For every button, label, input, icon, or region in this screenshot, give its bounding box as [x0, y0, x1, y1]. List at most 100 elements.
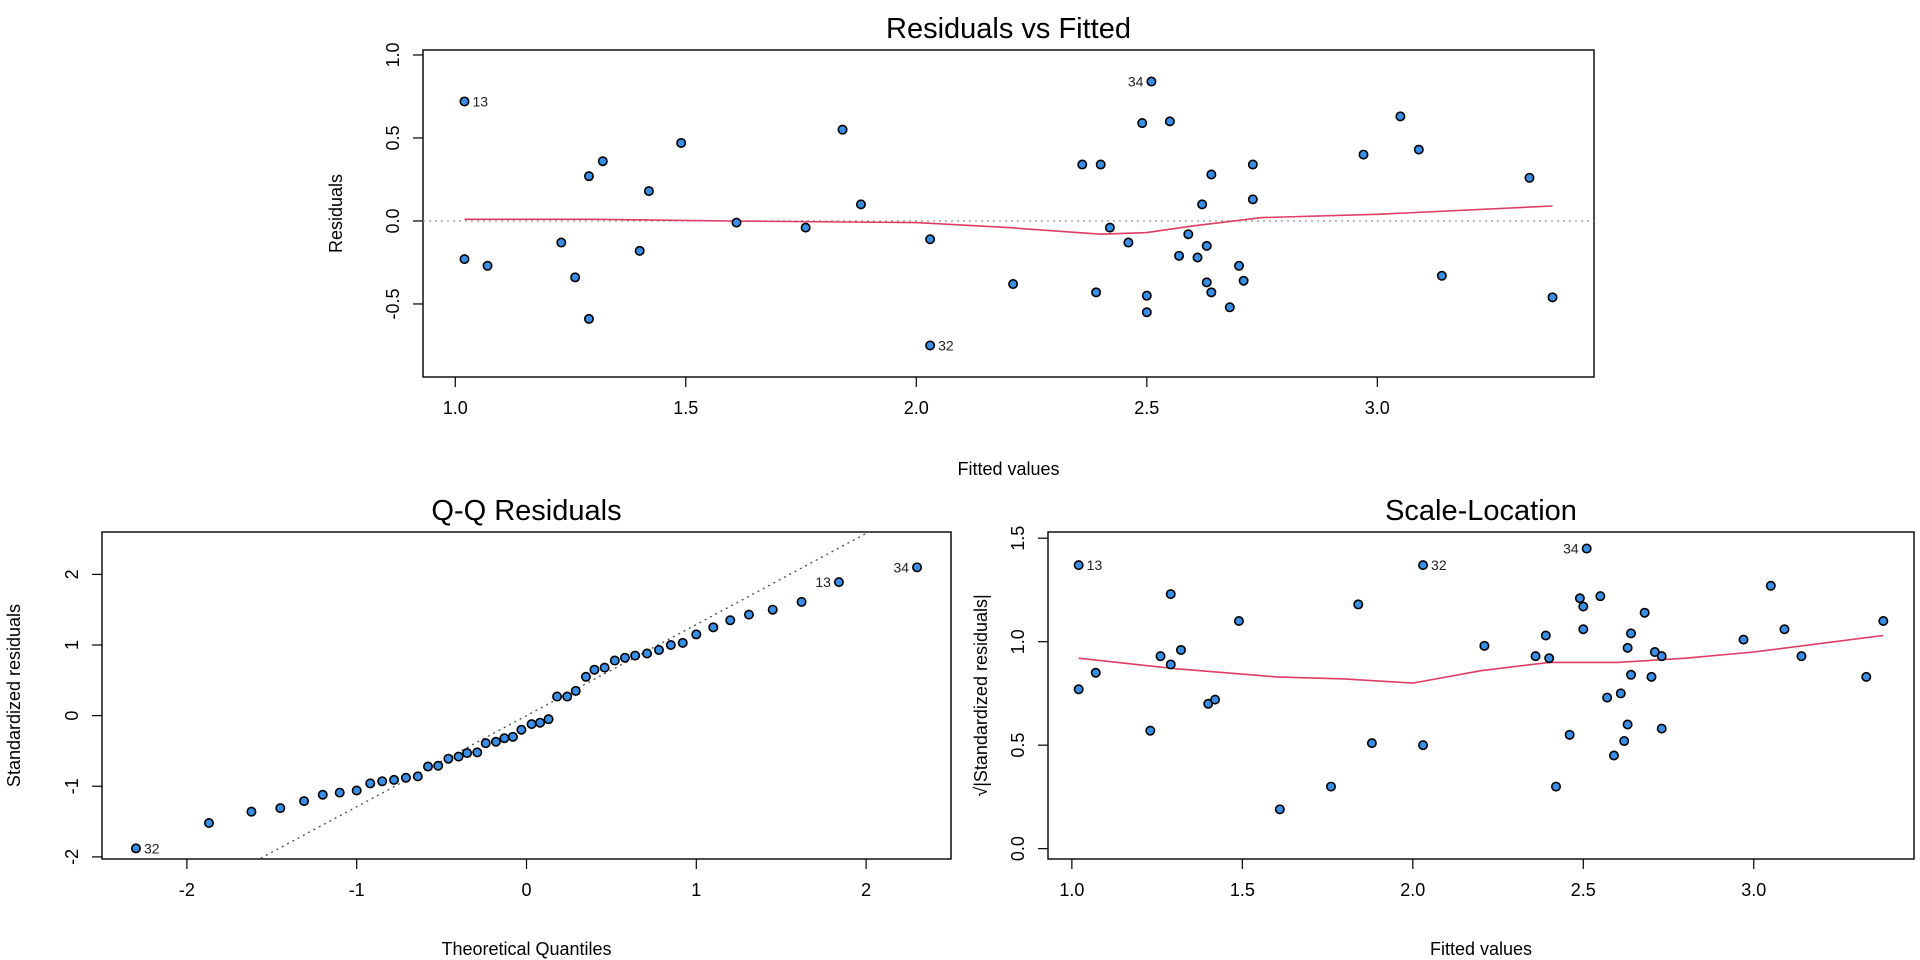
data-point — [203, 817, 214, 828]
data-point — [1395, 111, 1406, 122]
data-point — [925, 340, 936, 351]
data-point — [1619, 736, 1630, 747]
data-point — [1175, 644, 1186, 655]
data-point — [400, 772, 411, 783]
data-point — [459, 254, 470, 265]
data-point — [1210, 694, 1221, 705]
data-point — [389, 774, 400, 785]
data-point — [1530, 651, 1541, 662]
data-point — [1779, 624, 1790, 635]
x-tick-label: 2.5 — [1571, 880, 1596, 900]
data-point — [1578, 601, 1589, 612]
data-point — [1274, 804, 1285, 815]
data-point — [583, 313, 594, 324]
data-point — [526, 719, 537, 730]
data-point — [1174, 250, 1185, 261]
data-point — [731, 217, 742, 228]
data-point — [480, 738, 491, 749]
y-tick-label: 1.0 — [383, 42, 403, 67]
smooth-trend-line — [1078, 634, 1884, 684]
data-point — [1233, 615, 1244, 626]
data-point — [1183, 229, 1194, 240]
data-point — [1564, 729, 1575, 740]
data-point — [1524, 172, 1535, 183]
data-point — [1095, 159, 1106, 170]
y-tick-label: 0.0 — [383, 208, 403, 233]
data-point — [317, 789, 328, 800]
point-label: 13 — [472, 93, 488, 109]
data-point — [507, 731, 518, 742]
data-point — [1551, 781, 1562, 792]
data-point — [1366, 738, 1377, 749]
point-label: 32 — [938, 337, 954, 353]
y-tick-label: 0.5 — [1008, 733, 1028, 758]
x-tick-label: -1 — [349, 880, 365, 900]
x-axis-label: Fitted values — [957, 459, 1059, 479]
data-point — [1073, 560, 1084, 571]
data-point — [1073, 684, 1084, 695]
data-point — [1602, 692, 1613, 703]
point-label: 32 — [1431, 557, 1447, 573]
data-point — [691, 629, 702, 640]
data-point — [433, 760, 444, 771]
data-point — [767, 604, 778, 615]
data-point — [1141, 307, 1152, 318]
data-point — [453, 751, 464, 762]
chart-title: Scale-Location — [1385, 495, 1577, 527]
plot-frame — [422, 49, 1595, 378]
data-point — [677, 637, 688, 648]
data-point — [1146, 76, 1157, 87]
y-tick-label: -2 — [62, 849, 82, 865]
y-tick-label: 1.0 — [1008, 629, 1028, 654]
data-point — [1622, 642, 1633, 653]
data-point — [1595, 591, 1606, 602]
data-point — [589, 664, 600, 675]
x-tick-label: 3.0 — [1741, 880, 1766, 900]
chart-title: Residuals vs Fitted — [886, 13, 1131, 45]
data-point — [833, 577, 844, 588]
data-point — [1077, 159, 1088, 170]
data-point — [1418, 560, 1429, 571]
data-point — [1123, 237, 1134, 248]
x-tick-label: 1.0 — [443, 398, 468, 418]
data-point — [1418, 740, 1429, 751]
x-tick-label: 1.5 — [1230, 880, 1255, 900]
data-point — [462, 748, 473, 759]
x-axis-label: Theoretical Quantiles — [441, 939, 611, 959]
data-point — [653, 644, 664, 655]
data-point — [1206, 169, 1217, 180]
data-point — [275, 803, 286, 814]
data-point — [743, 609, 754, 620]
y-tick-label: 0.0 — [1008, 836, 1028, 861]
data-point — [1141, 290, 1152, 301]
data-point — [1765, 580, 1776, 591]
data-point — [1626, 628, 1637, 639]
data-point — [1206, 287, 1217, 298]
data-point — [130, 843, 141, 854]
data-point — [1547, 292, 1558, 303]
data-point — [1091, 287, 1102, 298]
data-point — [1615, 688, 1626, 699]
data-point — [1247, 194, 1258, 205]
point-label: 34 — [1563, 541, 1579, 557]
data-point — [725, 615, 736, 626]
point-label: 13 — [815, 574, 831, 590]
data-point — [1201, 277, 1212, 288]
data-point — [1090, 667, 1101, 678]
data-point — [1197, 199, 1208, 210]
y-axis-label: Standardized residuals — [4, 604, 24, 787]
point-label: 34 — [893, 559, 909, 575]
smooth-trend-line — [464, 205, 1553, 236]
y-tick-label: 0 — [62, 711, 82, 721]
data-point — [1646, 671, 1657, 682]
data-point — [925, 234, 936, 245]
data-point — [1544, 653, 1555, 664]
data-point — [1137, 118, 1148, 129]
x-tick-label: 0 — [521, 880, 531, 900]
residuals-vs-fitted-panel: Residuals vs Fitted Fitted values Residual… — [326, 13, 1595, 479]
point-label: 32 — [144, 840, 160, 856]
x-tick-label: 2.0 — [1400, 880, 1425, 900]
data-point — [796, 596, 807, 607]
y-tick-label: 1 — [62, 640, 82, 650]
data-point — [580, 671, 591, 682]
